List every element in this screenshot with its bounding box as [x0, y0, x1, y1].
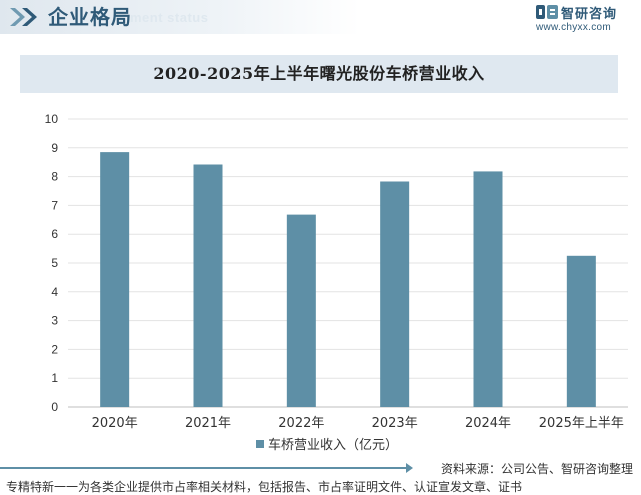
bar: [380, 181, 410, 407]
bar: [286, 214, 316, 407]
legend-label: 车桥营业收入（亿元）: [268, 438, 399, 453]
x-tick-label: 2020年: [92, 416, 138, 431]
y-tick-label: 10: [45, 112, 59, 126]
page-header: ment status 企业格局 智研咨询 www.chyxx.com: [0, 0, 641, 38]
bar: [100, 152, 130, 407]
x-tick-label: 2023年: [372, 416, 418, 431]
y-tick-label: 8: [51, 170, 58, 184]
x-axis-ticks: 2020年 2021年 2022年 2023年 2024年 2025年上半年: [92, 416, 624, 431]
brand: 智研咨询 www.chyxx.com: [536, 3, 631, 37]
y-tick-label: 7: [51, 198, 58, 212]
source-note: 资料来源：公司公告、智研咨询整理: [440, 462, 633, 476]
x-tick-label: 2022年: [278, 416, 324, 431]
y-tick-label: 5: [51, 256, 58, 270]
arrow-right-icon: [406, 463, 413, 473]
y-tick-label: 6: [51, 227, 58, 241]
bar: [193, 164, 223, 407]
grid-lines: [68, 118, 628, 408]
brand-name: 智研咨询: [561, 7, 618, 22]
y-tick-label: 4: [51, 285, 58, 299]
header-banner: [0, 0, 360, 34]
bars: [100, 152, 596, 407]
y-tick-label: 9: [51, 141, 58, 155]
footer-divider: [0, 467, 408, 469]
footer-note: 专精特新一一为各类企业提供市占率相关材料，包括报告、市占率证明文件、认证宣发文章…: [6, 480, 523, 494]
y-tick-label: 2: [51, 342, 58, 356]
y-tick-label: 0: [51, 400, 58, 414]
chart-title-box: 2020-2025年上半年曙光股份车桥营业收入: [20, 55, 618, 93]
header-title: 企业格局: [48, 5, 132, 29]
x-tick-label: 2021年: [185, 416, 231, 431]
brand-logo-icon: [536, 5, 558, 19]
y-tick-label: 1: [51, 371, 58, 385]
header-english-subtitle: ment status: [130, 10, 209, 25]
x-tick-label: 2024年: [465, 416, 511, 431]
y-tick-label: 3: [51, 314, 58, 328]
x-tick-label: 2025年上半年: [539, 416, 624, 431]
brand-url: www.chyxx.com: [536, 22, 612, 33]
chart-title: 2020-2025年上半年曙光股份车桥营业收入: [153, 64, 485, 83]
legend-swatch: [256, 440, 264, 448]
bar: [473, 171, 503, 407]
double-chevron-icon: [10, 8, 37, 26]
y-axis-ticks: 0 1 2 3 4 5 6 7 8 9 10: [45, 112, 59, 414]
bar: [566, 255, 596, 407]
